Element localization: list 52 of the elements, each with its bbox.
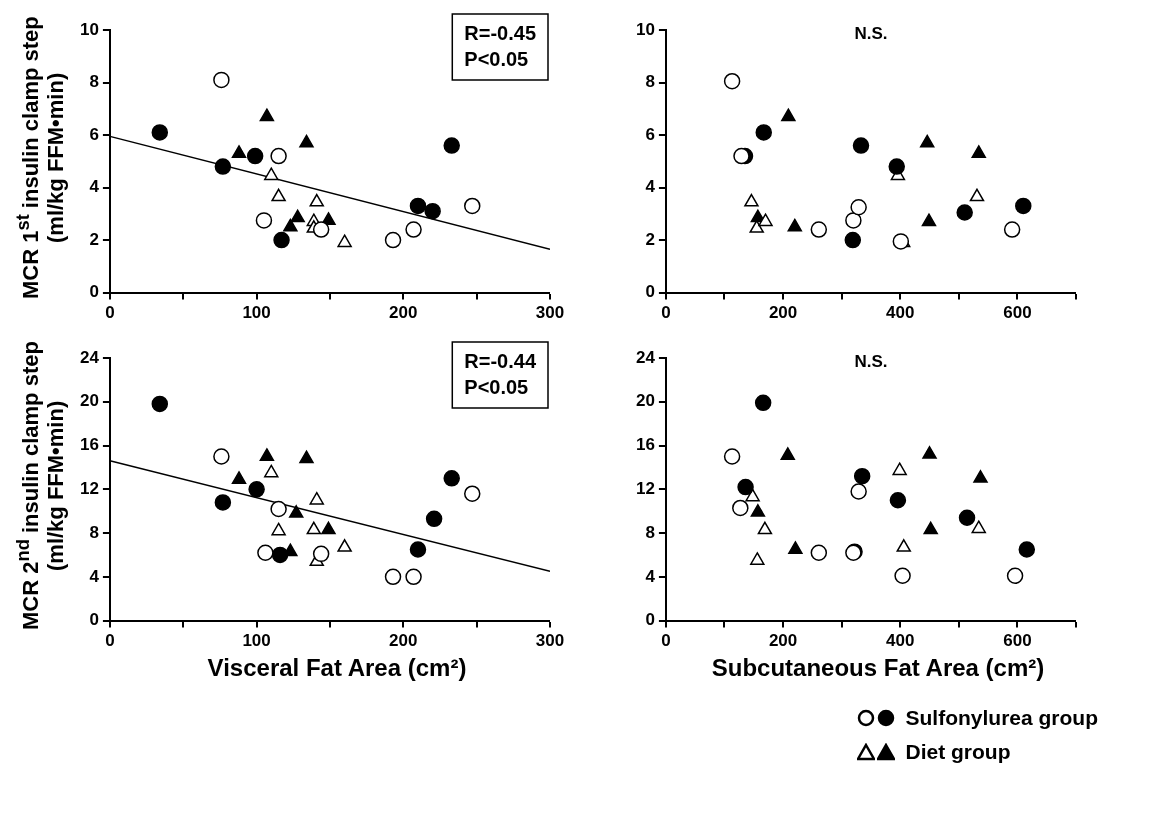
y-tick-label: 16 — [635, 435, 655, 455]
x-tick-label: 400 — [886, 303, 915, 323]
x-tick-label: 200 — [389, 303, 418, 323]
x-axis-title: Visceral Fat Area (cm²) — [206, 654, 468, 682]
x-axis-title: Subcutaneous Fat Area (cm²) — [710, 654, 1046, 682]
y-tick-label: 6 — [645, 124, 655, 144]
x-tick-label: 400 — [886, 631, 915, 651]
annotation: P<0.05 — [464, 47, 529, 70]
y-tick-label: 6 — [89, 124, 99, 144]
x-tick-label: 0 — [105, 631, 115, 651]
y-tick-label: 20 — [79, 391, 99, 411]
y-tick-label: 12 — [79, 478, 99, 498]
x-tick-label: 600 — [1003, 631, 1032, 651]
x-tick-label: 200 — [768, 631, 798, 651]
y-tick-label: 10 — [79, 19, 99, 39]
x-tick-label: 200 — [768, 303, 798, 323]
y-tick-label: 4 — [645, 566, 656, 586]
legend-label: Diet group — [905, 740, 1011, 764]
x-tick-label: 200 — [389, 631, 418, 651]
y-tick-label: 4 — [645, 177, 656, 197]
chart-title: N.S. — [854, 352, 888, 372]
y-tick-label: 8 — [645, 522, 655, 542]
y-tick-label: 20 — [635, 391, 655, 411]
annotation: R=-0.44 — [464, 349, 537, 372]
y-tick-label: 0 — [89, 282, 99, 302]
y-tick-label: 4 — [89, 566, 100, 586]
y-tick-label: 16 — [79, 435, 99, 455]
x-tick-label: 300 — [535, 631, 565, 651]
chart-title: N.S. — [854, 24, 888, 44]
x-tick-label: 600 — [1003, 303, 1032, 323]
y-tick-label: 4 — [89, 177, 100, 197]
y-tick-label: 0 — [645, 610, 655, 630]
y-tick-label: 2 — [89, 229, 99, 249]
annotation: P<0.05 — [464, 375, 529, 398]
y-tick-label: 8 — [645, 72, 655, 92]
x-tick-label: 0 — [105, 303, 115, 323]
y-tick-label: 0 — [645, 282, 655, 302]
y-tick-label: 24 — [635, 347, 656, 367]
y-tick-label: 0 — [89, 610, 99, 630]
x-tick-label: 0 — [661, 303, 671, 323]
x-tick-label: 100 — [242, 631, 271, 651]
annotation: R=-0.45 — [464, 21, 537, 44]
y-tick-label: 12 — [635, 478, 655, 498]
x-tick-label: 100 — [242, 303, 271, 323]
x-tick-label: 300 — [535, 303, 565, 323]
y-tick-label: 2 — [645, 229, 655, 249]
y-tick-label: 8 — [89, 522, 99, 542]
y-tick-label: 10 — [635, 19, 655, 39]
y-tick-label: 8 — [89, 72, 99, 92]
x-tick-label: 0 — [661, 631, 671, 651]
legend-label: Sulfonylurea group — [905, 706, 1098, 730]
y-tick-label: 24 — [79, 347, 100, 367]
